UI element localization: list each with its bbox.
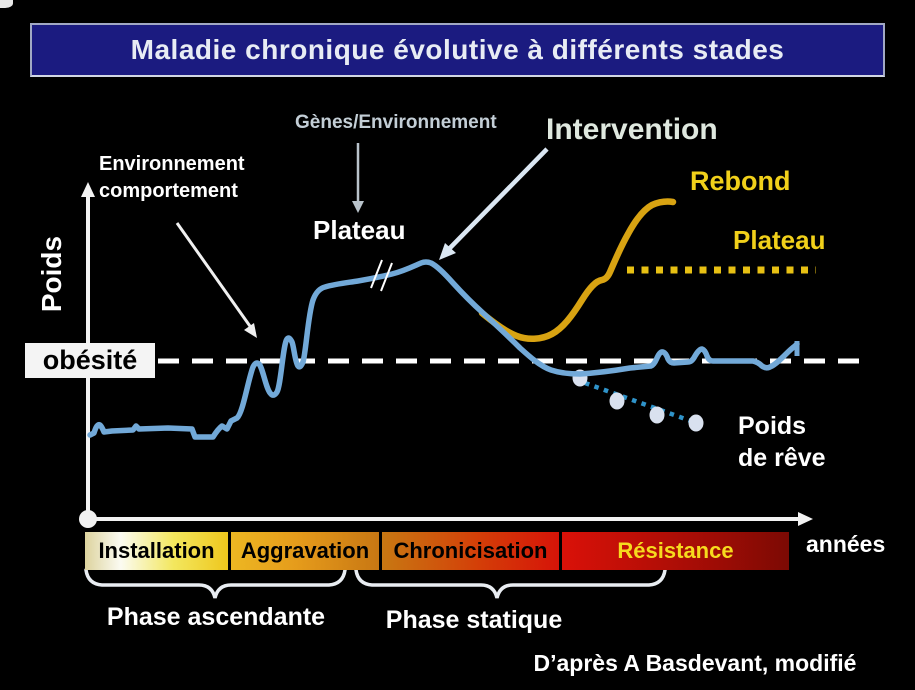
stage-label: Résistance: [617, 538, 734, 563]
phase-ascendante-brace: [84, 568, 347, 599]
axis-origin-dot: [79, 510, 97, 528]
x-axis-arrowhead-icon: [798, 512, 813, 526]
dream-weight-dot: [609, 392, 625, 410]
stage-installation: Installation: [85, 532, 228, 570]
obesity-label: obésité: [42, 345, 138, 375]
plateau-top-label: Plateau: [313, 215, 406, 245]
stage-label: Chronicisation: [393, 538, 548, 563]
intervention-arrow: [445, 147, 549, 253]
stage-aggravation: Aggravation: [231, 532, 379, 570]
rebond-label: Rebond: [690, 166, 791, 196]
phase-statique-label: Phase statique: [385, 606, 563, 634]
environment-arrow: [175, 222, 254, 330]
axis-break-mark-icon: [370, 259, 383, 289]
title-banner: Maladie chronique évolutive à différents…: [30, 23, 885, 77]
x-axis-label: années: [806, 531, 886, 557]
dream-weight-dot: [688, 414, 704, 432]
scan-artifact: [0, 0, 13, 8]
genes-arrowhead-icon: [352, 201, 364, 213]
environment-arrowhead-icon: [244, 323, 257, 338]
phase-statique-brace: [354, 568, 667, 599]
intervention-label: Intervention: [546, 113, 718, 146]
dream-weight-dotted-line: [584, 380, 703, 428]
stage-label: Aggravation: [240, 538, 370, 563]
credit-line: D’après A Basdevant, modifié: [533, 650, 857, 676]
y-axis-arrowhead-icon: [81, 182, 95, 197]
intervention-arrowhead-icon: [439, 243, 456, 260]
plateau-right-label: Plateau: [733, 225, 826, 255]
axis-break-mark-icon: [380, 262, 393, 292]
y-axis-label: Poids: [36, 235, 67, 313]
page-title: Maladie chronique évolutive à différents…: [130, 34, 785, 65]
stage-resistance: Résistance: [562, 532, 789, 570]
stage-label: Installation: [98, 538, 215, 563]
phase-ascendante-label: Phase ascendante: [106, 603, 326, 631]
dream-weight-label: Poids de rêve: [738, 412, 826, 472]
dream-weight-dot: [649, 406, 665, 424]
obesity-box: obésité: [25, 343, 155, 378]
environment-label: Environnement comportement: [99, 153, 245, 202]
stage-chronicisation: Chronicisation: [382, 532, 559, 570]
rebound-curve: [478, 198, 677, 342]
weight-curve: [87, 259, 800, 440]
genes-label: Gènes/Environnement: [295, 112, 497, 133]
